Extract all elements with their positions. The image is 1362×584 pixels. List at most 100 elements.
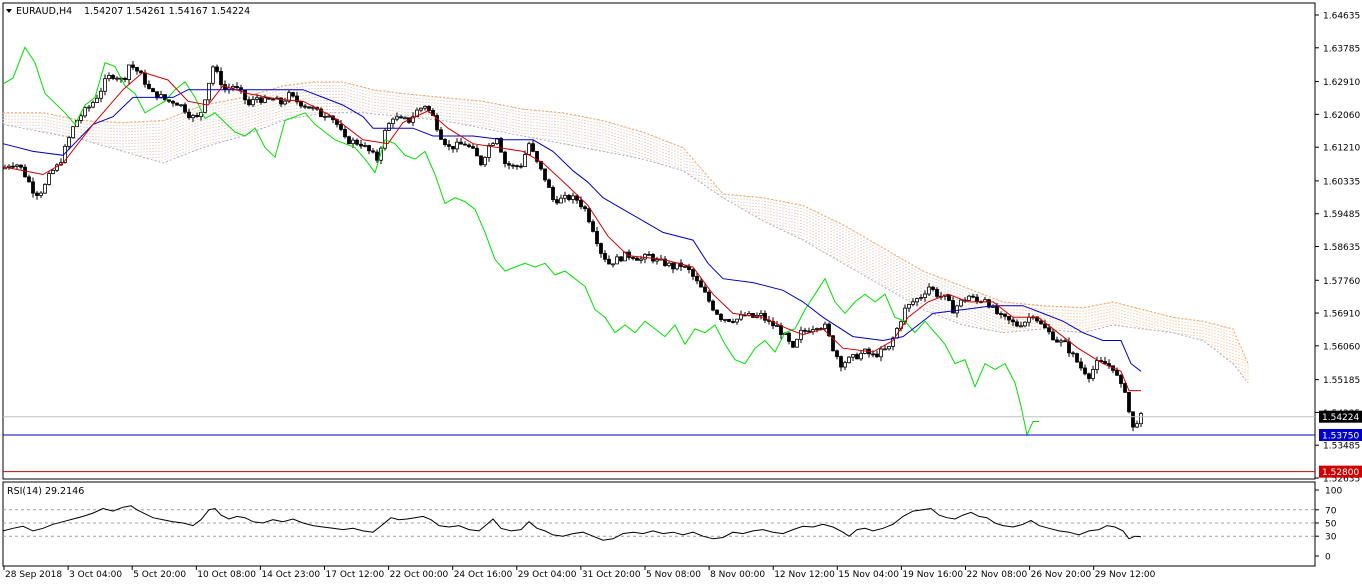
candle-body xyxy=(1119,374,1123,384)
rsi-axis: 100 70 50 30 0 xyxy=(1315,487,1342,563)
candle-body xyxy=(731,321,735,323)
candle-body xyxy=(1103,361,1107,364)
candle-body xyxy=(243,89,247,101)
candle-body xyxy=(1139,413,1143,425)
rsi-line xyxy=(2,505,1142,541)
time-tick-label: 8 Nov 00:00 xyxy=(710,570,765,580)
candle-body xyxy=(627,251,631,258)
candle-body xyxy=(43,184,47,194)
candle-body xyxy=(231,85,235,89)
candle-body xyxy=(71,126,75,139)
candle-body xyxy=(555,199,559,204)
candle-body xyxy=(787,332,791,342)
candle-body xyxy=(303,105,307,108)
candle-body xyxy=(1083,367,1087,375)
time-tick-label: 22 Oct 00:00 xyxy=(390,570,449,580)
candle-body xyxy=(587,208,591,223)
candle-body xyxy=(1135,423,1139,428)
rsi-tick-label: 100 xyxy=(1325,487,1342,497)
time-tick-label: 19 Nov 16:00 xyxy=(902,570,963,580)
price-panel[interactable] xyxy=(2,2,1316,480)
time-tick-label: 17 Oct 12:00 xyxy=(326,570,385,580)
time-tick-label: 5 Nov 08:00 xyxy=(646,570,701,580)
candle-body xyxy=(67,137,71,147)
candle-body xyxy=(635,257,639,261)
candle-body xyxy=(507,163,511,166)
candle-body xyxy=(47,173,51,185)
price-line-tag-label: 1.53750 xyxy=(1322,431,1359,441)
candle-body xyxy=(891,337,895,347)
candle-body xyxy=(1003,313,1007,317)
candle-body xyxy=(115,77,119,80)
candle-body xyxy=(1027,316,1031,323)
candle-body xyxy=(911,301,915,305)
candle-body xyxy=(7,165,11,168)
candle-body xyxy=(367,145,371,152)
rsi-panel[interactable] xyxy=(2,481,1316,567)
candle-body xyxy=(375,151,379,161)
candle-body xyxy=(847,356,851,364)
candle-body xyxy=(103,78,107,92)
candle-body xyxy=(283,100,287,105)
candle-body xyxy=(535,150,539,162)
candle-body xyxy=(791,340,795,348)
candle-body xyxy=(815,328,819,330)
candle-body xyxy=(995,305,999,315)
candle-body xyxy=(399,116,403,119)
candle-body xyxy=(1091,369,1095,379)
price-line-tag xyxy=(1319,410,1362,423)
candle-body xyxy=(1075,353,1079,363)
candle-body xyxy=(203,99,207,113)
rsi-plot xyxy=(2,505,1315,541)
candle-body xyxy=(723,318,727,321)
time-tick-label: 26 Nov 20:00 xyxy=(1031,570,1092,580)
candle-body xyxy=(143,72,147,85)
candle-body xyxy=(951,300,955,314)
candle-body xyxy=(1019,325,1023,328)
candle-body xyxy=(199,111,203,118)
candle-body xyxy=(419,107,423,111)
candle-body xyxy=(807,330,811,333)
candle-body xyxy=(603,253,607,260)
price-tick-label: 1.61210 xyxy=(1323,144,1360,154)
candle-body xyxy=(451,145,455,150)
candle-body xyxy=(1047,327,1051,333)
candle-body xyxy=(771,320,775,327)
candle-body xyxy=(607,258,611,265)
candle-body xyxy=(219,71,223,85)
price-tick-label: 1.53485 xyxy=(1323,442,1360,452)
candle-body xyxy=(959,299,963,307)
ohlc-readout: 1.54207 1.54261 1.54167 1.54224 xyxy=(84,6,250,17)
candle-body xyxy=(1071,352,1075,355)
candle-body xyxy=(735,318,739,323)
price-tick-label: 1.62060 xyxy=(1323,111,1360,121)
candle-body xyxy=(51,169,55,174)
candle-body xyxy=(1011,319,1015,323)
candle-body xyxy=(183,104,187,113)
price-tick-label: 1.58635 xyxy=(1323,243,1360,253)
candle-body xyxy=(423,106,427,109)
price-tick-label: 1.57760 xyxy=(1323,277,1360,287)
candle-body xyxy=(583,206,587,210)
candle-body xyxy=(851,354,855,358)
candle-body xyxy=(923,293,927,298)
dropdown-triangle-icon[interactable] xyxy=(6,9,12,13)
candle-body xyxy=(967,295,971,301)
candle-body xyxy=(947,294,951,301)
candle-body xyxy=(299,101,303,107)
candle-body xyxy=(999,313,1003,316)
candle-body xyxy=(111,75,115,79)
candle-body xyxy=(883,348,887,351)
candle-body xyxy=(1051,331,1055,341)
candle-body xyxy=(639,258,643,261)
candle-body xyxy=(611,263,615,266)
candle-body xyxy=(671,262,675,270)
candle-body xyxy=(727,318,731,322)
candle-body xyxy=(839,356,843,368)
candle-body xyxy=(499,138,503,153)
time-tick-label: 12 Nov 12:00 xyxy=(774,570,835,580)
candle-body xyxy=(795,338,799,348)
candle-body xyxy=(359,143,363,147)
candle-body xyxy=(263,97,267,103)
